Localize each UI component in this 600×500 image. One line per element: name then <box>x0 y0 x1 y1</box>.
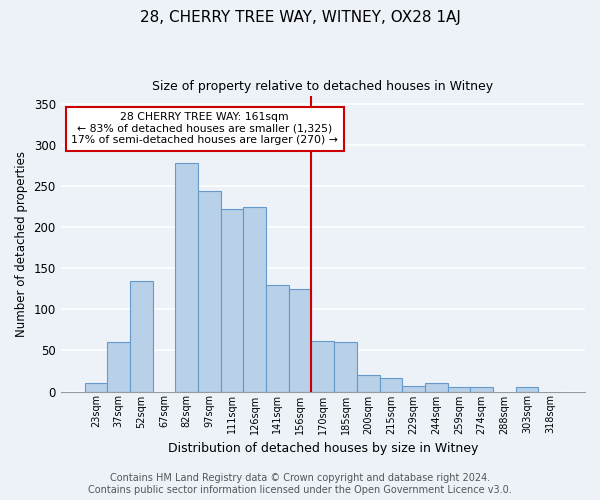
Bar <box>357 375 380 392</box>
Bar <box>221 209 244 392</box>
Bar <box>130 280 152 392</box>
Bar <box>311 340 334 392</box>
Title: Size of property relative to detached houses in Witney: Size of property relative to detached ho… <box>152 80 493 93</box>
Bar <box>244 206 266 392</box>
Bar <box>448 388 470 392</box>
Text: 28, CHERRY TREE WAY, WITNEY, OX28 1AJ: 28, CHERRY TREE WAY, WITNEY, OX28 1AJ <box>140 10 460 25</box>
Bar <box>266 284 289 392</box>
Bar <box>470 388 493 392</box>
Bar <box>380 378 402 392</box>
Text: Contains HM Land Registry data © Crown copyright and database right 2024.
Contai: Contains HM Land Registry data © Crown c… <box>88 474 512 495</box>
X-axis label: Distribution of detached houses by size in Witney: Distribution of detached houses by size … <box>167 442 478 455</box>
Bar <box>425 384 448 392</box>
Text: 28 CHERRY TREE WAY: 161sqm
← 83% of detached houses are smaller (1,325)
17% of s: 28 CHERRY TREE WAY: 161sqm ← 83% of deta… <box>71 112 338 145</box>
Bar <box>107 342 130 392</box>
Bar <box>289 289 311 392</box>
Bar <box>516 388 538 392</box>
Bar <box>402 386 425 392</box>
Bar <box>198 191 221 392</box>
Bar <box>334 342 357 392</box>
Bar <box>85 384 107 392</box>
Bar <box>175 163 198 392</box>
Y-axis label: Number of detached properties: Number of detached properties <box>15 150 28 336</box>
